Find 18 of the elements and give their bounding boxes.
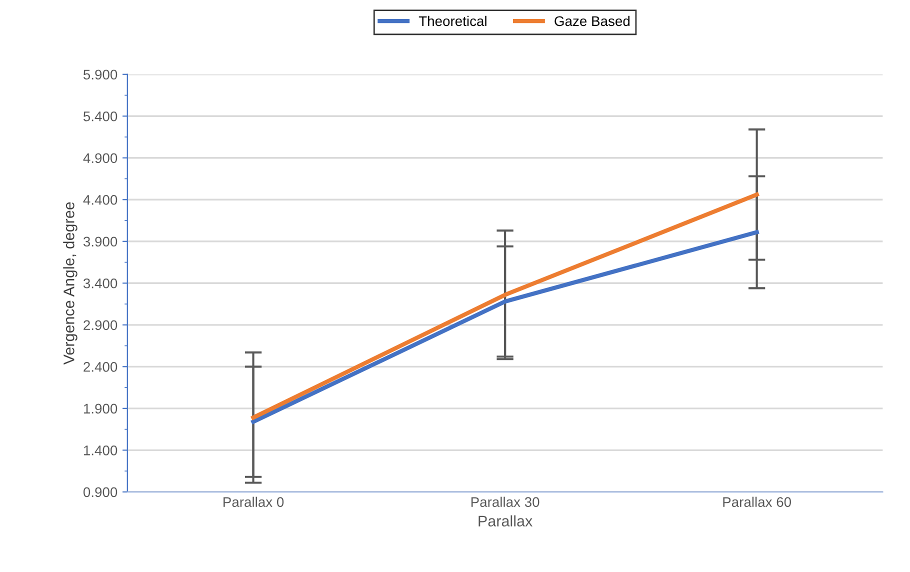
y-tick-label: 0.900 <box>83 487 118 498</box>
y-tick-label: 3.900 <box>83 236 118 247</box>
y-tick-label: 1.400 <box>84 446 118 456</box>
x-tick-label: Parallax 30 <box>471 496 540 507</box>
y-tick-label: 4.400 <box>83 194 118 205</box>
x-tick-label: Parallax 60 <box>723 496 792 507</box>
x-tick-label: Parallax 0 <box>224 496 284 507</box>
legend-label: Theoretical <box>418 16 486 26</box>
y-tick-label: 2.900 <box>84 320 118 330</box>
y-tick-label: 2.400 <box>84 362 118 372</box>
x-axis-title: Parallax <box>478 515 532 527</box>
y-axis-title: Vergence Angle, degree <box>63 202 78 365</box>
legend-label: Gaze Based <box>554 16 630 26</box>
y-tick-label: 5.900 <box>83 70 118 80</box>
y-tick-label: 1.900 <box>84 404 118 414</box>
y-tick-label: 3.400 <box>83 278 118 288</box>
y-tick-label: 4.900 <box>83 153 118 164</box>
y-tick-label: 5.400 <box>83 111 118 122</box>
